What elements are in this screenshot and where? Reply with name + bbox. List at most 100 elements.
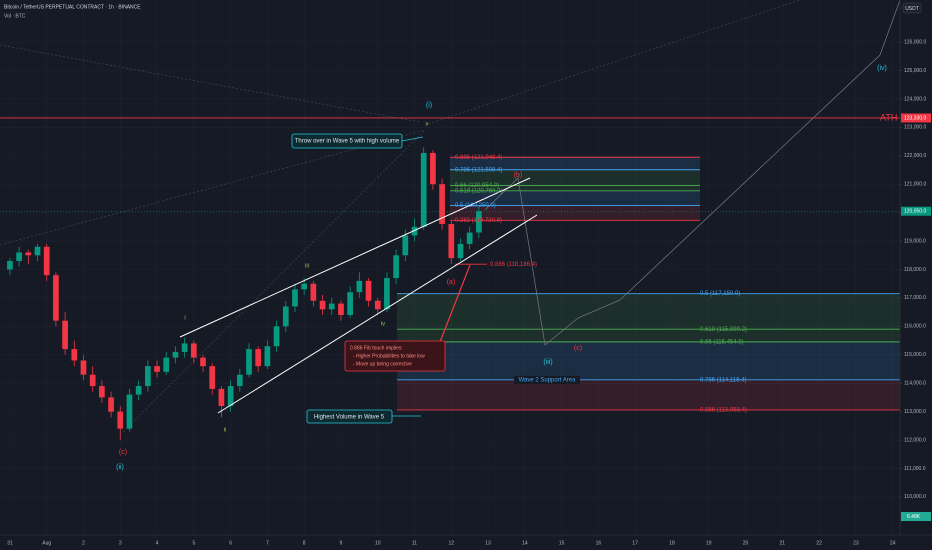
price-tag bbox=[901, 113, 931, 123]
candle-body bbox=[328, 303, 335, 310]
fib-zone bbox=[397, 293, 900, 330]
wedge-upper bbox=[179, 177, 531, 338]
currency-box[interactable] bbox=[902, 2, 922, 14]
y-tick-label: 124,000.0 bbox=[904, 96, 926, 102]
x-tick-label: 2 bbox=[82, 540, 85, 546]
y-tick-label: 119,000.0 bbox=[904, 238, 926, 244]
callout-pointer bbox=[401, 136, 424, 142]
x-tick-label: 3 bbox=[119, 540, 122, 546]
candle-body bbox=[209, 366, 216, 389]
x-tick-label: 18 bbox=[669, 540, 675, 546]
guide-line bbox=[0, 44, 421, 123]
fib-label: 0.5 (120,250.0) bbox=[455, 203, 496, 209]
candle-body bbox=[117, 411, 124, 429]
x-tick-label: 31 bbox=[7, 540, 13, 546]
x-tick-label: 24 bbox=[890, 540, 896, 546]
volume-tag bbox=[901, 512, 931, 521]
x-tick-label: 4 bbox=[156, 540, 159, 546]
candle-body bbox=[227, 386, 234, 406]
callout-text: - Higher Probabilities to take low bbox=[353, 353, 425, 359]
callout-text: - Move up being corrective bbox=[353, 361, 412, 367]
candle-body bbox=[420, 152, 427, 227]
wave-label: ii bbox=[224, 428, 227, 434]
candle-body bbox=[310, 283, 317, 301]
x-tick-label: Aug bbox=[42, 540, 51, 546]
x-tick-label: 6 bbox=[229, 540, 232, 546]
callout-text: Throw over in Wave 5 with high volume bbox=[295, 139, 400, 145]
candle-body bbox=[145, 366, 151, 387]
volume-tag-label: 6.48K bbox=[907, 514, 921, 520]
x-tick-label: 13 bbox=[485, 540, 491, 546]
guide-line bbox=[0, 129, 426, 246]
wave-label: (iv) bbox=[877, 65, 887, 72]
wave-label: (c) bbox=[119, 449, 127, 456]
wave-label: iv bbox=[381, 322, 385, 328]
wave-label: (iii) bbox=[543, 359, 552, 366]
projection bbox=[484, 0, 901, 346]
candle-body bbox=[154, 366, 160, 372]
candle-body bbox=[402, 235, 409, 256]
wave-label: i bbox=[184, 316, 185, 322]
wave-label: (ii) bbox=[116, 464, 124, 471]
callout-pointer bbox=[439, 264, 471, 343]
y-tick-label: 113,000.0 bbox=[904, 409, 926, 415]
candle-body bbox=[301, 283, 308, 290]
fib-zone bbox=[397, 341, 900, 380]
fib-zone bbox=[450, 157, 700, 170]
wave-label: (b) bbox=[514, 172, 523, 179]
price-axis bbox=[900, 0, 932, 535]
overlay: 0.886 (121,948.4) 0.786 (121,508.4) 0.66 (… bbox=[455, 112, 897, 413]
candle-body bbox=[384, 278, 390, 310]
candle-body bbox=[439, 184, 445, 225]
candle-body bbox=[466, 232, 473, 244]
candle-body bbox=[25, 252, 32, 256]
candle-body bbox=[273, 326, 280, 347]
fib-label: 0.786 (114,118.4) bbox=[700, 377, 746, 383]
candle-body bbox=[292, 289, 298, 307]
price-tag-label: 120,050.0 bbox=[904, 209, 926, 215]
fib-label: 0.5 (117,150.0) bbox=[700, 291, 740, 297]
x-tick-label: 16 bbox=[596, 540, 602, 546]
x-tick-label: 10 bbox=[375, 540, 381, 546]
volume-title: Vol · BTC bbox=[4, 13, 26, 19]
symbol-title: Bitcoin / TetherUS PERPETUAL CONTRACT · … bbox=[4, 4, 141, 10]
x-tick-label: 19 bbox=[706, 540, 712, 546]
y-tick-label: 123,000.0 bbox=[904, 125, 926, 131]
x-tick-label: 22 bbox=[816, 540, 822, 546]
fib-label: 0.886 (113,058.4) bbox=[700, 408, 747, 414]
fib-label: 0.786 (121,508.4) bbox=[455, 167, 502, 173]
x-tick-label: 9 bbox=[340, 540, 343, 546]
x-tick-label: 15 bbox=[559, 540, 565, 546]
wave-label: (c) bbox=[574, 345, 582, 352]
callout-text: Highest Volume in Wave 5 bbox=[314, 415, 385, 421]
candle-body bbox=[338, 303, 344, 315]
y-tick-label: 111,000.0 bbox=[904, 466, 926, 472]
currency[interactable]: USDT bbox=[905, 6, 919, 12]
wave-label: v bbox=[426, 122, 429, 128]
wave-label: (a) bbox=[447, 279, 456, 286]
fib-zone bbox=[397, 379, 900, 410]
fib-zone bbox=[450, 190, 700, 206]
fib-label: 0.886 (118,186.4) bbox=[490, 262, 537, 268]
candle-body bbox=[356, 280, 363, 293]
candle-body bbox=[255, 349, 262, 367]
candle-body bbox=[163, 357, 170, 372]
candle-body bbox=[7, 260, 13, 270]
fib-label: 0.66 (120,954.0) bbox=[455, 183, 499, 189]
candle-body bbox=[411, 226, 418, 236]
y-tick-label: 125,000.0 bbox=[904, 68, 926, 74]
price-tag-label: 123,330.0 bbox=[904, 115, 926, 121]
y-tick-label: 115,000.0 bbox=[904, 352, 926, 358]
y-tick-label: 118,000.0 bbox=[904, 267, 926, 273]
candle-body bbox=[457, 243, 464, 259]
candle-body bbox=[448, 224, 455, 259]
fib-label: 0.66 (115,454.0) bbox=[700, 339, 744, 345]
y-tick-label: 112,000.0 bbox=[904, 437, 926, 443]
candle-body bbox=[347, 292, 353, 315]
wedge-lower bbox=[217, 214, 538, 414]
candle-body bbox=[71, 349, 78, 361]
candle-body bbox=[16, 252, 22, 261]
price-tag bbox=[901, 206, 931, 216]
fib-zone bbox=[450, 205, 700, 221]
candle-body bbox=[108, 397, 114, 412]
